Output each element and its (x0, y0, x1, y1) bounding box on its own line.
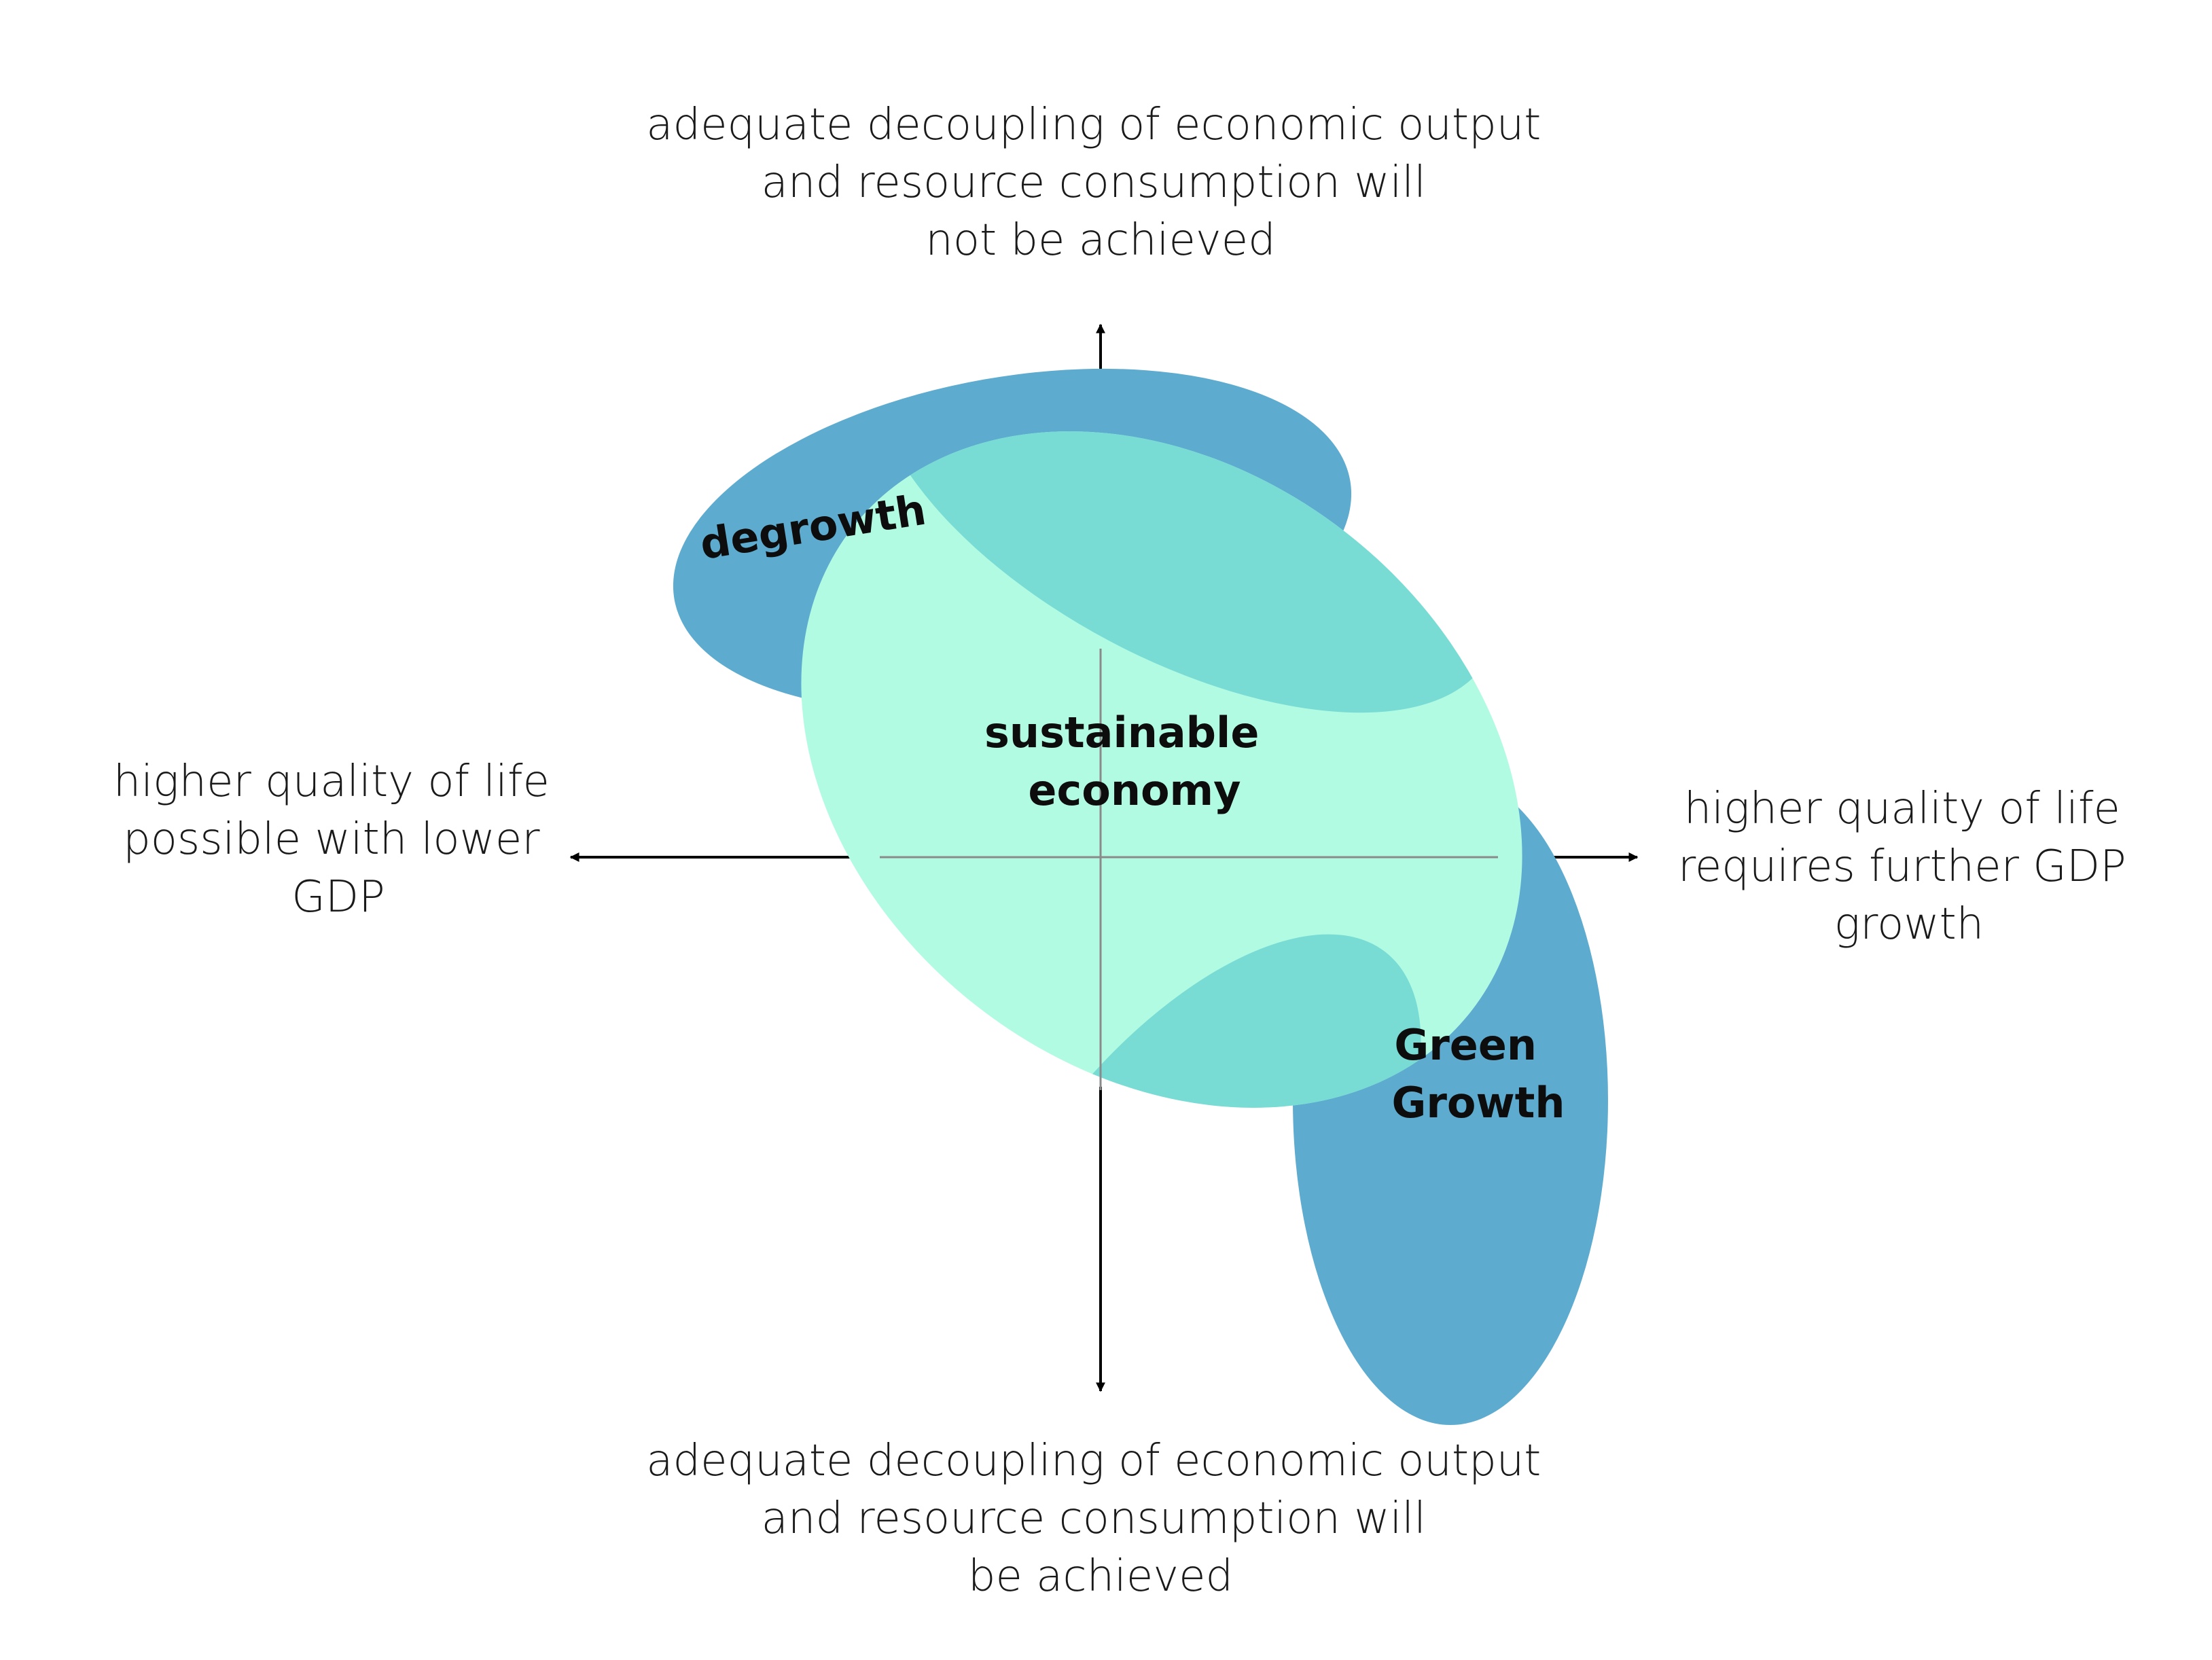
left-axis-label: higher quality of life possible with low… (113, 757, 563, 922)
sustainable-economy-label: sustainable economy (984, 708, 1274, 815)
bottom-axis-label-line: be achieved (968, 1551, 1233, 1602)
sustainable-economy-label-line: sustainable (984, 708, 1259, 757)
green-growth-label: Green Growth (1391, 1020, 1565, 1127)
top-axis-label-line: not be achieved (925, 215, 1276, 266)
left-axis-label-line: GDP (291, 872, 385, 922)
right-axis-label-line: growth (1834, 899, 1984, 950)
bottom-axis-label-line: adequate decoupling of economic output (646, 1436, 1541, 1486)
bottom-axis-label-line: and resource consumption will (762, 1494, 1426, 1544)
green-growth-label-line: Growth (1391, 1078, 1565, 1127)
sustainable-economy-label-line: economy (1028, 765, 1241, 815)
top-axis-label: adequate decoupling of economic output a… (646, 100, 1554, 266)
left-axis-label-line: higher quality of life (113, 757, 550, 807)
top-axis-label-line: adequate decoupling of economic output (646, 100, 1541, 150)
right-axis-label-line: requires further GDP (1678, 842, 2126, 892)
right-axis-label-line: higher quality of life (1684, 784, 2120, 834)
bottom-axis-label: adequate decoupling of economic output a… (646, 1436, 1554, 1602)
right-axis-label: higher quality of life requires further … (1678, 784, 2140, 950)
top-axis-label-line: and resource consumption will (762, 158, 1426, 208)
left-axis-label-line: possible with lower (123, 814, 540, 865)
green-growth-label-line: Green (1394, 1020, 1537, 1070)
